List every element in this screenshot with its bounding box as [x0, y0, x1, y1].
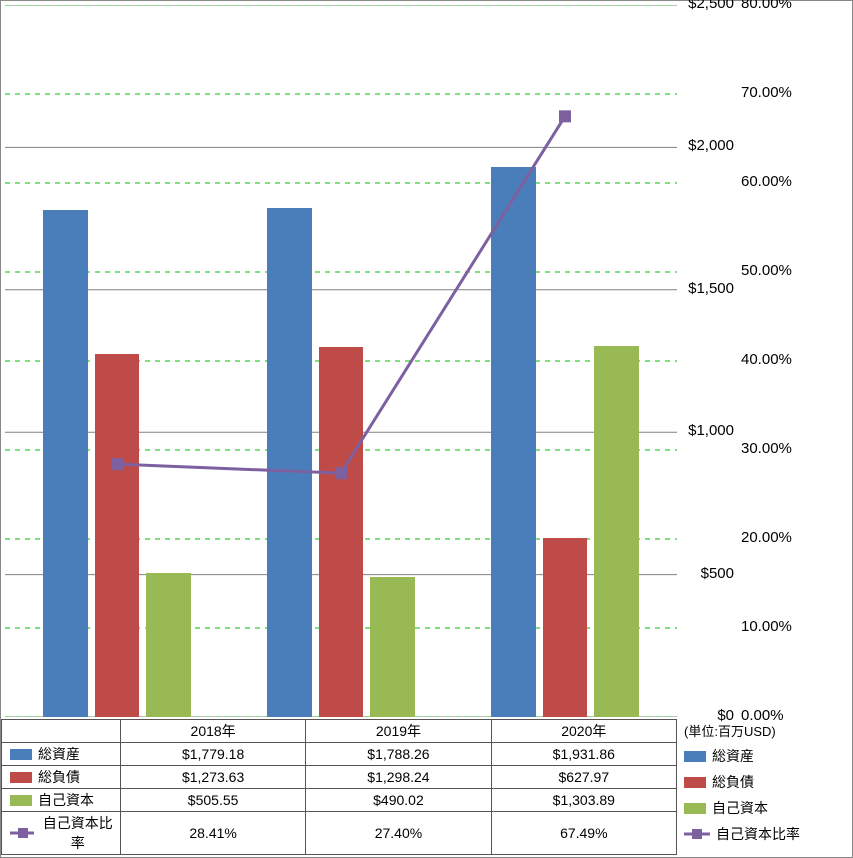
table-col-header: 2019年 [306, 720, 491, 743]
table-cell: $1,779.18 [120, 743, 305, 766]
table-row-header: 総資産 [2, 743, 121, 766]
legend-item: 自己資本 [684, 795, 800, 821]
secondary-tick: 70.00% [741, 84, 792, 101]
table-cell: $490.02 [306, 789, 491, 812]
table-cell: $1,298.24 [306, 766, 491, 789]
table-row: 総資産$1,779.18$1,788.26$1,931.86 [2, 743, 677, 766]
secondary-axis-ticks: 0.00%10.00%20.00%30.00%40.00%50.00%60.00… [1, 5, 852, 717]
table-row-header: 総負債 [2, 766, 121, 789]
legend-label: 自己資本 [712, 798, 768, 818]
legend-item: 総資産 [684, 743, 800, 769]
secondary-tick: 60.00% [741, 173, 792, 190]
table-row: 自己資本比率28.41%27.40%67.49% [2, 812, 677, 855]
table-cell: $1,931.86 [491, 743, 676, 766]
table-col-header: 2020年 [491, 720, 676, 743]
secondary-tick: 50.00% [741, 262, 792, 279]
legend-swatch [684, 803, 706, 814]
chart-frame: $0$500$1,000$1,500$2,000$2,500 0.00%10.0… [0, 0, 853, 858]
table-cell: $1,273.63 [120, 766, 305, 789]
legend-label: 自己資本比率 [716, 824, 800, 844]
legend-item: 自己資本比率 [684, 821, 800, 847]
legend-swatch [684, 777, 706, 788]
table-cell: 28.41% [120, 812, 305, 855]
legend: 総資産総負債自己資本自己資本比率 [684, 743, 800, 847]
secondary-tick: 10.00% [741, 618, 792, 635]
table-row: 自己資本$505.55$490.02$1,303.89 [2, 789, 677, 812]
secondary-tick: 80.00% [741, 0, 792, 12]
table-cell: $505.55 [120, 789, 305, 812]
unit-note: (単位:百万USD) [684, 721, 776, 740]
table-cell: $1,303.89 [491, 789, 676, 812]
legend-item: 総負債 [684, 769, 800, 795]
legend-label: 総負債 [712, 772, 754, 792]
legend-line-icon [684, 827, 710, 841]
table-row-header: 自己資本比率 [2, 812, 121, 855]
data-table: 2018年2019年2020年総資産$1,779.18$1,788.26$1,9… [1, 719, 677, 855]
table-cell: 27.40% [306, 812, 491, 855]
table-cell: $1,788.26 [306, 743, 491, 766]
table-cell: $627.97 [491, 766, 676, 789]
secondary-tick: 30.00% [741, 440, 792, 457]
secondary-tick: 40.00% [741, 351, 792, 368]
secondary-tick: 20.00% [741, 529, 792, 546]
table-cell: 67.49% [491, 812, 676, 855]
table-row: 総負債$1,273.63$1,298.24$627.97 [2, 766, 677, 789]
table-row-header: 自己資本 [2, 789, 121, 812]
table-col-header: 2018年 [120, 720, 305, 743]
legend-label: 総資産 [712, 746, 754, 766]
legend-swatch [684, 751, 706, 762]
